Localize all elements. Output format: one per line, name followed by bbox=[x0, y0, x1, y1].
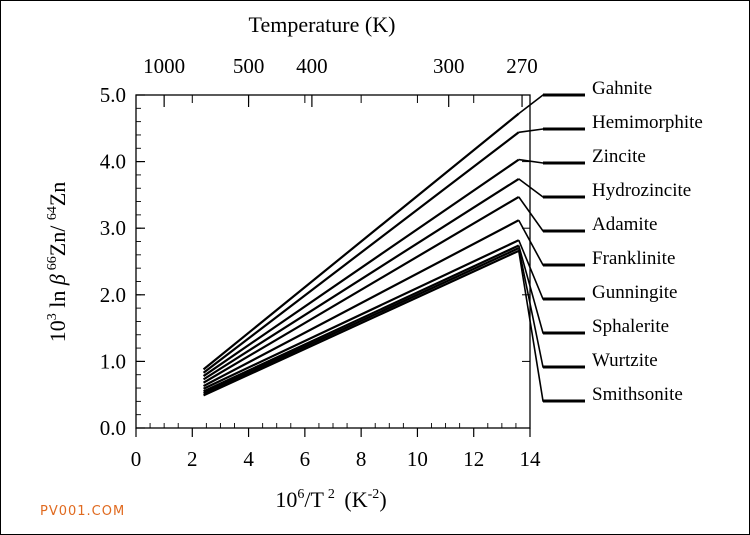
x-tick-label: 6 bbox=[300, 447, 311, 471]
y-tick-label: 3.0 bbox=[100, 216, 126, 240]
series-line bbox=[202, 195, 520, 384]
legend-label: Sphalerite bbox=[592, 316, 669, 337]
legend-connector bbox=[518, 219, 585, 266]
series-line bbox=[202, 131, 520, 374]
legend-label: Smithsonite bbox=[592, 384, 683, 405]
legend-connector bbox=[518, 178, 585, 198]
top-tick-label: 1000 bbox=[143, 54, 185, 78]
top-tick-label: 500 bbox=[233, 54, 265, 78]
top-tick-label: 400 bbox=[296, 54, 328, 78]
x-tick-label: 4 bbox=[243, 447, 254, 471]
y-tick-label: 4.0 bbox=[100, 150, 126, 174]
top-axis-title: Temperature (K) bbox=[249, 12, 396, 37]
x-tick-label: 10 bbox=[407, 447, 428, 471]
legend-connector bbox=[518, 239, 585, 300]
watermark: PV001.COM bbox=[40, 504, 125, 519]
y-tick-label: 5.0 bbox=[100, 83, 126, 107]
y-tick-label: 1.0 bbox=[100, 349, 126, 373]
y-tick-label: 0.0 bbox=[100, 416, 126, 440]
series-line bbox=[203, 249, 520, 397]
legend-label: Gunningite bbox=[592, 282, 678, 303]
series-line bbox=[202, 112, 520, 371]
series-line bbox=[202, 177, 520, 381]
legend-label: Hemimorphite bbox=[592, 112, 703, 133]
x-axis-title: 106/T 2 (K-2) bbox=[275, 487, 386, 512]
legend-connector bbox=[518, 196, 585, 232]
legend-label: Zincite bbox=[592, 146, 646, 167]
series-lines bbox=[202, 112, 520, 397]
plot-border bbox=[135, 94, 531, 429]
legend-label: Wurtzite bbox=[592, 350, 658, 371]
legend-connector bbox=[518, 94, 585, 115]
legend-connector bbox=[517, 245, 585, 334]
x-tick-label: 14 bbox=[520, 447, 542, 471]
legend-label: Gahnite bbox=[592, 78, 652, 99]
x-tick-label: 8 bbox=[356, 447, 367, 471]
y-axis-title: 103 ln β66Zn/ 64Zn bbox=[45, 182, 70, 343]
legend-connector bbox=[517, 250, 585, 402]
top-tick-label: 300 bbox=[433, 54, 465, 78]
series-line bbox=[202, 158, 520, 377]
legend-label: Hydrozincite bbox=[592, 180, 691, 201]
top-tick-label: 270 bbox=[506, 54, 538, 78]
plot-area bbox=[135, 94, 531, 429]
series-line bbox=[203, 239, 520, 390]
legend-label: Franklinite bbox=[592, 248, 675, 269]
series-line bbox=[203, 219, 520, 388]
x-tick-label: 12 bbox=[463, 447, 484, 471]
legend-label: Adamite bbox=[592, 214, 657, 235]
y-tick-label: 2.0 bbox=[100, 283, 126, 307]
series-line bbox=[203, 247, 520, 395]
legend: Gahnite Hemimorphite Zincite Hydrozincite Ad… bbox=[517, 78, 703, 405]
x-tick-label: 0 bbox=[131, 447, 142, 471]
x-tick-label: 2 bbox=[187, 447, 198, 471]
series-line bbox=[203, 244, 520, 393]
axis-ticks: 0 2 4 6 8 10 12 14 0.0 1.0 2.0 3.0 4.0 5.0 1000 500 400 3… bbox=[100, 54, 541, 471]
